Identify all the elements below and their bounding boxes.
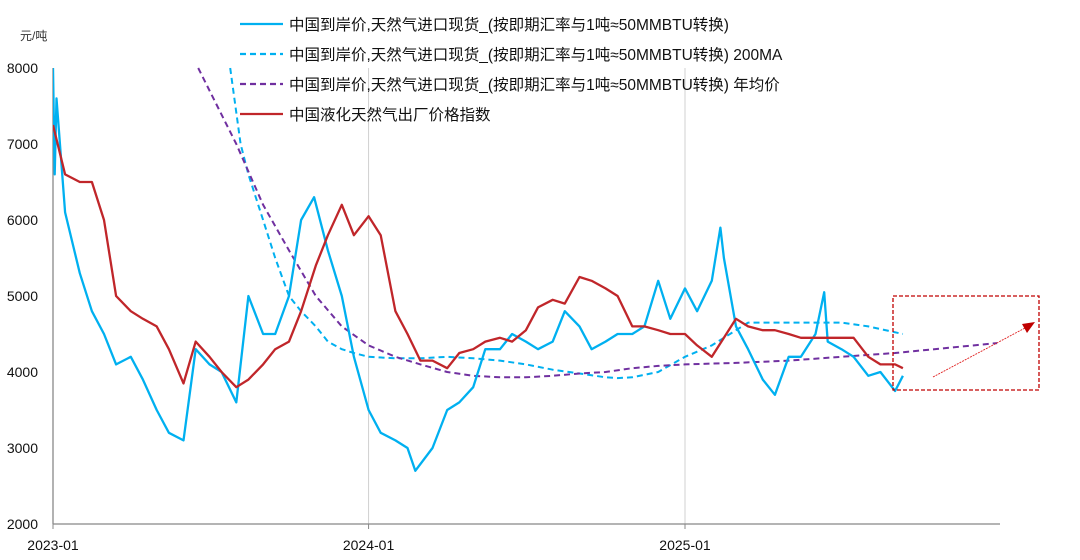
legend-label: 中国到岸价,天然气进口现货_(按即期汇率与1吨≈50MMBTU转换) 年均价 (289, 76, 780, 94)
y-tick-label: 2000 (7, 516, 38, 532)
legend-label: 中国到岸价,天然气进口现货_(按即期汇率与1吨≈50MMBTU转换) 200MA (289, 46, 783, 64)
legend-label: 中国到岸价,天然气进口现货_(按即期汇率与1吨≈50MMBTU转换) (289, 16, 729, 34)
x-tick-label: 2024-01 (343, 537, 395, 553)
x-axis: 2023-01 2024-01 2025-01 (27, 523, 1000, 553)
series-line-1 (229, 67, 904, 380)
annotation-arrow-line (932, 327, 1026, 378)
annotation-arrow-head (1022, 322, 1035, 333)
y-tick-label: 6000 (7, 212, 38, 228)
series-line-2 (197, 67, 998, 379)
x-tick-label: 2025-01 (659, 537, 711, 553)
y-axis: 2000 3000 4000 5000 6000 7000 8000 (7, 60, 54, 532)
y-tick-label: 5000 (7, 288, 38, 304)
y-tick-label: 7000 (7, 136, 38, 152)
x-tick-label: 2023-01 (27, 537, 79, 553)
y-tick-label: 8000 (7, 60, 38, 76)
annotation (892, 295, 1040, 391)
series-lines (53, 67, 998, 472)
series-line-3 (53, 124, 904, 389)
grid (368, 68, 686, 524)
annotation-box (892, 295, 1040, 391)
series-line-0 (53, 67, 904, 472)
y-tick-label: 4000 (7, 364, 38, 380)
y-tick-label: 3000 (7, 440, 38, 456)
legend: 中国到岸价,天然气进口现货_(按即期汇率与1吨≈50MMBTU转换) 中国到岸价,… (240, 16, 783, 124)
legend-label: 中国液化天然气出厂价格指数 (289, 106, 491, 124)
y-axis-unit-label: 元/吨 (20, 29, 47, 43)
